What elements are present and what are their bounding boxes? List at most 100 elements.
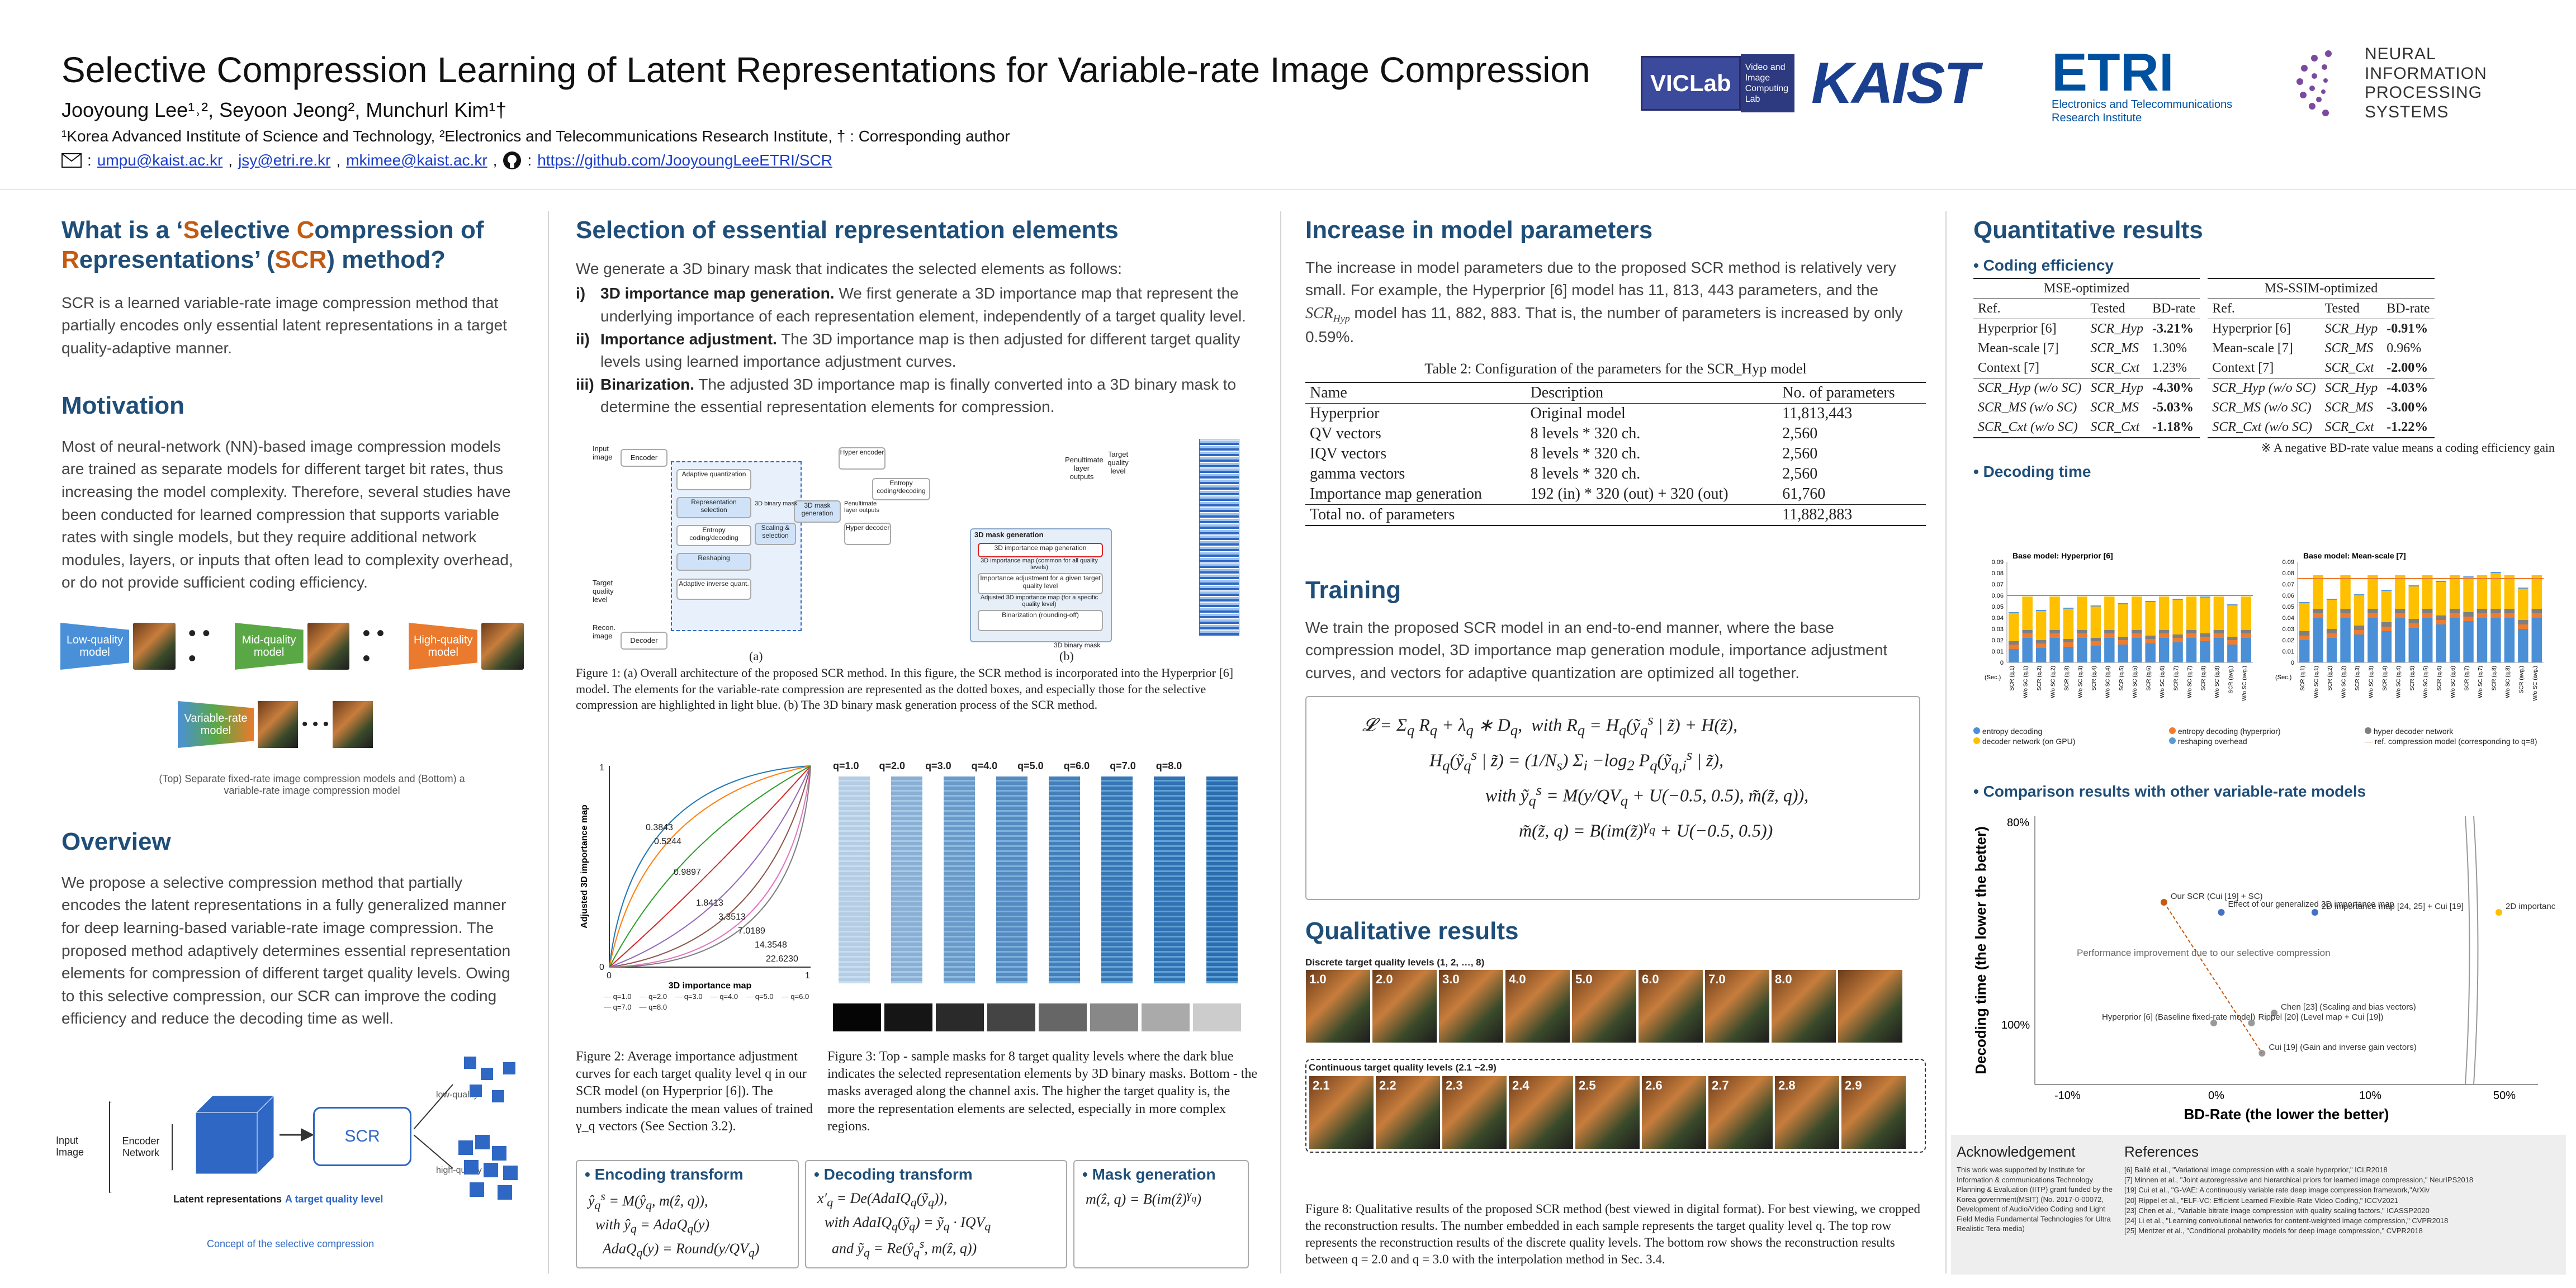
y-tick-label: 0.09 [2283, 559, 2294, 566]
selection-title: Selection of essential representation el… [576, 216, 1119, 244]
decoding-transform-eq: x′q = De(AdaIQq(ỹq)), with AdaIQq(ỹq) = … [817, 1190, 991, 1260]
scatter-point [2210, 1020, 2217, 1026]
bar-segment [2200, 637, 2210, 641]
svg-text:1: 1 [599, 763, 604, 773]
bar-segment [2009, 649, 2019, 662]
y-tick-label: 0.04 [2283, 615, 2294, 622]
x-tick-50: 50% [2493, 1090, 2516, 1102]
bar-segment [2381, 591, 2392, 622]
bar-segment [2518, 589, 2528, 620]
table-row: Hyperprior [6] SCR_Hyp -0.91% [2212, 321, 2428, 336]
curve-q7 [609, 765, 811, 968]
y-tick-100: 100% [2001, 1019, 2030, 1031]
bar-segment [2132, 630, 2142, 633]
x-tick-label: SCR (q.2) [2327, 666, 2333, 690]
bar-segment [2422, 609, 2433, 613]
variable-rate-model: Variable-rate model [178, 701, 254, 748]
bar-segment [2476, 609, 2488, 613]
legend-entropy-hyper: entropy decoding (hyperprior) [2169, 727, 2359, 736]
decoding-time-title: • Decoding time [1973, 462, 2091, 480]
fig1-caption: Figure 1: (a) Overall architecture of th… [576, 666, 1234, 712]
bar-segment [2490, 618, 2501, 662]
envelope-icon [61, 153, 82, 168]
x-tick-label: W/o SC (avg.) [2532, 666, 2539, 701]
bar-segment [2132, 596, 2142, 630]
bar-segment [2531, 575, 2542, 609]
high-quality-model: High-quality model [409, 623, 478, 670]
scatter-xlabel: BD-Rate (the lower the better) [2184, 1106, 2389, 1123]
x-tick-label: SCR (q.8) [2491, 666, 2497, 690]
neurips-dots-icon [2296, 50, 2332, 116]
bar-segment [2118, 603, 2128, 604]
bar-segment [2118, 637, 2128, 640]
table-row: SCR_Hyp (w/o SC) SCR_Hyp -4.03% [2212, 380, 2428, 395]
x-tick-label: W/o SC (q.3) [2368, 666, 2374, 698]
selection-steps: i) 3D importance map generation. We first… [576, 282, 1258, 419]
fig2-val-8: 22.6230 [766, 954, 798, 964]
y-tick-label: 0.08 [1992, 570, 2004, 577]
bar-segment [2022, 630, 2033, 633]
bar-segment [2436, 624, 2446, 662]
bar-segment [2200, 598, 2210, 633]
column-divider-1 [548, 211, 549, 1273]
x-tick-label: SCR (q.1) [2009, 666, 2015, 690]
loss-eq-3: with ỹqs = M(y/QVq + U(−0.5, 0.5), m̃(z̃… [1485, 782, 1809, 809]
x-tick-label: SCR (q.3) [2355, 666, 2361, 690]
bar-segment [2009, 645, 2019, 649]
bar-segment [2227, 605, 2238, 637]
bar-segment [2436, 620, 2446, 624]
point-label: 2D importance map [24, 25] [2506, 902, 2555, 911]
x-tick-label: W/o SC (q.4) [2105, 666, 2111, 698]
table-row: gamma vectors 8 levels * 320 ch. 2,560 [1310, 465, 1818, 483]
fig2-val-3: 0.9897 [674, 868, 701, 877]
bd-rate-note: ※ A negative BD-rate value means a codin… [2261, 440, 2555, 454]
bar-segment [2449, 613, 2460, 618]
email-link-2[interactable]: jsy@etri.re.kr [238, 151, 331, 169]
y-tick-label: 0.07 [1992, 581, 2004, 588]
x-tick-label: SCR (q.7) [2464, 666, 2470, 690]
overview-section: Overview We propose a selective compress… [61, 827, 520, 1030]
bar-segment [2395, 613, 2405, 618]
bar-segment [2340, 575, 2351, 609]
bar-segment [2090, 646, 2101, 662]
what-is-scr-title: What is a ‘Selective Compression of Repre… [61, 216, 484, 273]
x-tick-neg10: -10% [2054, 1090, 2081, 1102]
bar-segment [2172, 600, 2183, 634]
bar-segment [2313, 609, 2323, 613]
list-item: [23] Chen et al., "Variable bitrate imag… [2124, 1206, 2430, 1215]
bar-segment [2200, 633, 2210, 637]
mask-generation-eq: m(ẑ, q) = B(im(ẑ)γq) [1086, 1188, 1201, 1208]
training-loss-box: 𝓛 = Σq Rq + λq ∗ Dq, with Rq = Hq(ỹqs | … [1305, 696, 1920, 900]
bar-segment [2367, 575, 2378, 609]
bar-segment [2408, 628, 2419, 662]
github-link[interactable]: https://github.com/JooyoungLeeETRI/SCR [537, 151, 832, 169]
svg-text:0: 0 [607, 971, 612, 981]
bar-segment [2449, 575, 2460, 609]
scatter-annotation: Performance improvement due to our selec… [2077, 948, 2331, 958]
loss-eq-2: Hq(ỹqs | z̃) = (1/Ns) Σi −log2 Pq(ỹq,is … [1429, 746, 1724, 774]
bar-segment [2490, 573, 2501, 609]
bar-segment [2299, 636, 2310, 640]
bar-segment [2504, 613, 2515, 618]
legend-ref: — ref. compression model (corresponding … [2365, 737, 2537, 746]
concept-low-label: low-quality [436, 1090, 479, 1100]
decoding-transform-box: • Decoding transform x′q = De(AdaIQq(ỹq)… [805, 1160, 1067, 1268]
x-tick-label: W/o SC (q.2) [2051, 666, 2057, 698]
x-tick-label: SCR (q.4) [2382, 666, 2388, 690]
bar-segment [2009, 613, 2019, 641]
fig3-levels: q=1.0 q=2.0 q=3.0 q=4.0 q=5.0 q=6.0 q=7.0 q=8.0 [833, 760, 1182, 771]
bar-segment [2313, 613, 2323, 618]
decoding-chart-hyperprior: 0 0.01 0.02 0.03 0.04 0.05 0.06 0.07 0.08 0.09 Bas… [1985, 551, 2253, 701]
point-label: Hyperprior [6] (Baseline fixed-rate mode… [2102, 1012, 2255, 1022]
bar-segment [2186, 638, 2197, 662]
email-link-1[interactable]: umpu@kaist.ac.kr [97, 151, 223, 169]
training-section: Training We train the proposed SCR model… [1305, 576, 1926, 685]
overview-title: Overview [61, 828, 171, 855]
bar-segment [2077, 638, 2087, 662]
bar-segment [2009, 641, 2019, 645]
bar-segment [2158, 596, 2170, 630]
mask-generation-title: • Mask generation [1082, 1166, 1216, 1183]
concept-caption: Concept of the selective compression [207, 1238, 375, 1249]
bar-segment [2090, 641, 2101, 646]
email-link-3[interactable]: mkimee@kaist.ac.kr [346, 151, 487, 169]
